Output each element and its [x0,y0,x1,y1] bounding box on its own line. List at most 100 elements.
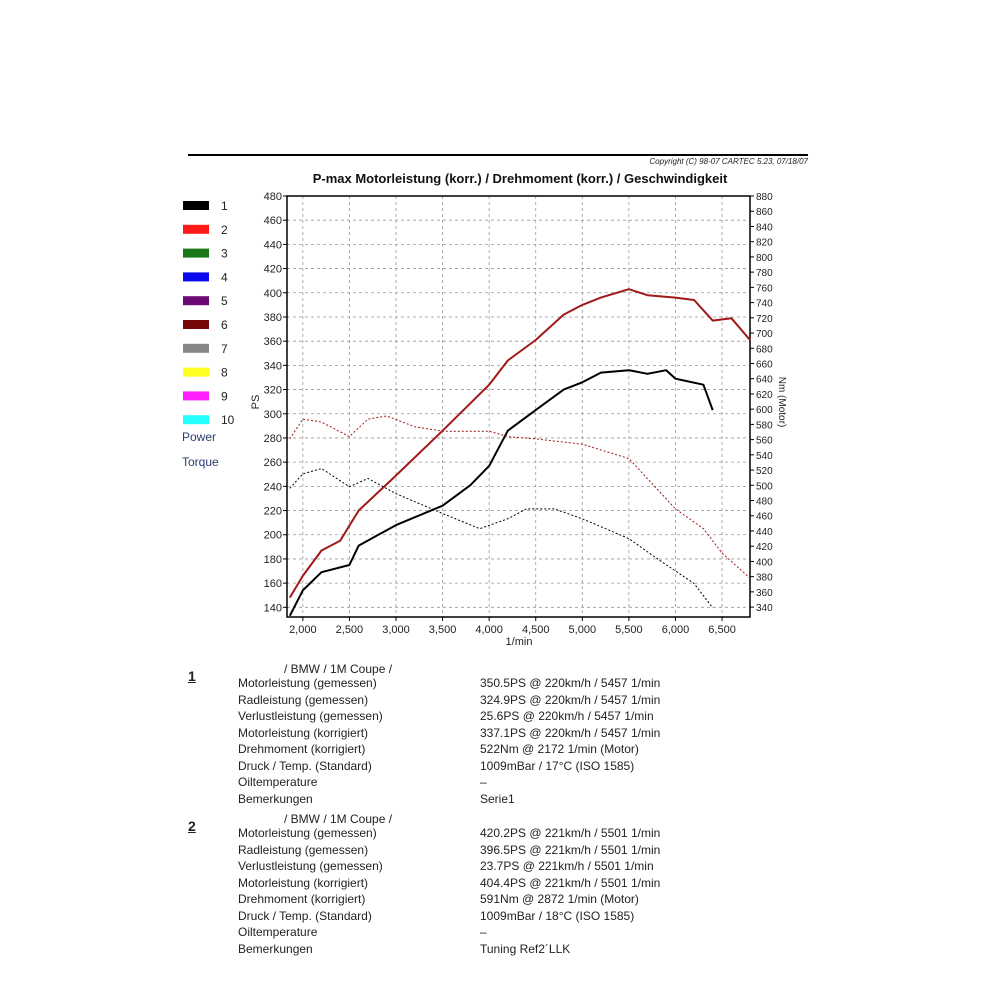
row-value: 404.4PS @ 221km/h / 5501 1/min [480,875,661,890]
row-label: Motorleistung (korrigiert) [238,875,369,890]
row-value: Serie1 [480,791,515,806]
y-tick-label: 480 [264,191,282,203]
y-tick-label: 360 [264,336,282,348]
y-tick-label: 300 [264,409,282,421]
y2-tick-label: 520 [756,466,773,477]
row-label: Motorleistung (gemessen) [238,676,377,690]
legend-item-label: 5 [221,294,228,308]
row-label: Drehmoment (korrigiert) [238,892,366,906]
y-tick-label: 440 [264,239,282,251]
legend-swatch [183,391,209,401]
legend-item-label: 10 [221,413,235,427]
y2-tick-label: 720 [756,314,773,325]
y2-tick-label: 440 [756,527,773,538]
run-row: Verlustleistung (gemessen) 23.7PS @ 221km… [238,859,798,876]
row-label: Radleistung (gemessen) [238,842,369,857]
run-row: Motorleistung (korrigiert) 404.4PS @ 221k… [238,876,798,893]
row-label: Motorleistung (korrigiert) [238,725,369,740]
run-row: Drehmoment (korrigiert) 522Nm @ 2172 1/mi… [238,742,798,759]
run-number: 1 [188,668,196,684]
series-torque-1 [289,468,714,609]
copyright: Copyright (C) 98-07 CARTEC 5.23, 07/18/0… [649,157,808,166]
legend-item-label: 9 [221,389,228,403]
y2-axis-label: Nm (Motor) [776,377,787,428]
plot-frame [286,195,751,618]
run-row: Oiltemperature – [238,775,798,792]
run-vehicle: / BMW / 1M Coupe / [284,812,393,826]
row-label: Motorleistung (gemessen) [238,826,377,840]
run-row: Bemerkungen Tuning Ref2´LLK [238,942,798,959]
x-tick-label: 6,500 [708,624,736,636]
y2-tick-label: 620 [756,390,773,401]
y2-tick-label: 840 [756,222,773,233]
grid [287,195,750,617]
y2-tick-label: 500 [756,481,773,492]
row-label: Bemerkungen [238,941,313,956]
row-value: 591Nm @ 2872 1/min (Motor) [480,892,639,906]
row-label: Verlustleistung (gemessen) [238,859,383,873]
y-tick-label: 200 [264,530,282,542]
run-row: Druck / Temp. (Standard) 1009mBar / 18°C … [238,909,798,926]
y-tick-label: 320 [264,385,282,397]
x-tick-label: 2,000 [289,624,317,636]
row-value: 420.2PS @ 221km/h / 5501 1/min [480,826,661,840]
run-row: Druck / Temp. (Standard) 1009mBar / 17°C … [238,759,798,776]
y-tick-label: 180 [264,554,282,566]
legend-swatch [183,415,209,425]
y2-tick-label: 560 [756,436,773,447]
x-tick-label: 5,500 [615,624,643,636]
y-tick-label: 420 [264,264,282,276]
run-row: Motorleistung (gemessen) 350.5PS @ 220km/… [238,676,798,693]
row-label: Drehmoment (korrigiert) [238,742,366,756]
y2-tick-label: 640 [756,375,773,386]
row-value: 1009mBar / 18°C (ISO 1585) [480,908,635,923]
legend-item-label: 8 [221,366,228,380]
y2-tick-label: 880 [756,192,773,203]
row-label: Oiltemperature [238,775,318,789]
row-value: 337.1PS @ 220km/h / 5457 1/min [480,725,661,740]
y2-tick-label: 700 [756,329,773,340]
y2-tick-label: 600 [756,405,773,416]
y2-tick-label: 740 [756,299,773,310]
row-value: – [480,775,487,789]
row-value: 25.6PS @ 220km/h / 5457 1/min [480,709,654,723]
y2-tick-label: 860 [756,207,773,218]
series-power-2 [288,288,751,599]
legend-swatch [183,248,209,258]
y2-tick-label: 680 [756,344,773,355]
run-row: Motorleistung (korrigiert) 337.1PS @ 220k… [238,726,798,743]
x-tick-label: 4,000 [475,624,503,636]
legend-swatch [183,343,209,353]
y2-tick-label: 480 [756,497,773,508]
y-tick-label: 160 [264,578,282,590]
y2-tick-label: 540 [756,451,773,462]
legend-item-label: 1 [221,199,228,213]
legend: 1 2 3 4 5 6 7 8 9 10 [183,199,235,427]
x-tick-label: 2,500 [336,624,364,636]
run-number: 2 [188,818,196,834]
y2-tick-label: 360 [756,588,773,599]
row-value: 522Nm @ 2172 1/min (Motor) [480,742,639,756]
run-row: Verlustleistung (gemessen) 25.6PS @ 220km… [238,709,798,726]
row-label: Verlustleistung (gemessen) [238,709,383,723]
x-tick-label: 4,500 [522,624,550,636]
run-row: Radleistung (gemessen) 396.5PS @ 221km/h … [238,843,798,860]
row-value: 396.5PS @ 221km/h / 5501 1/min [480,842,661,857]
y2-tick-label: 580 [756,420,773,431]
run-row: Radleistung (gemessen) 324.9PS @ 220km/h … [238,693,798,710]
legend-item-label: 6 [221,318,228,332]
legend-item-label: 7 [221,342,228,356]
y-tick-label: 340 [264,360,282,372]
y-tick-label: 280 [264,433,282,445]
dyno-chart: Copyright (C) 98-07 CARTEC 5.23, 07/18/0… [182,154,809,648]
y-tick-label: 220 [264,506,282,518]
series-lines [288,288,751,617]
legend-swatch [183,367,209,377]
run-row: Motorleistung (gemessen) 420.2PS @ 221km/… [238,826,798,843]
row-label: Bemerkungen [238,791,313,806]
series-power-1 [288,369,714,617]
legend-item-label: 3 [221,247,228,261]
x-tick-label: 3,500 [429,624,457,636]
row-value: 23.7PS @ 221km/h / 5501 1/min [480,859,654,873]
legend-swatch [183,201,209,210]
